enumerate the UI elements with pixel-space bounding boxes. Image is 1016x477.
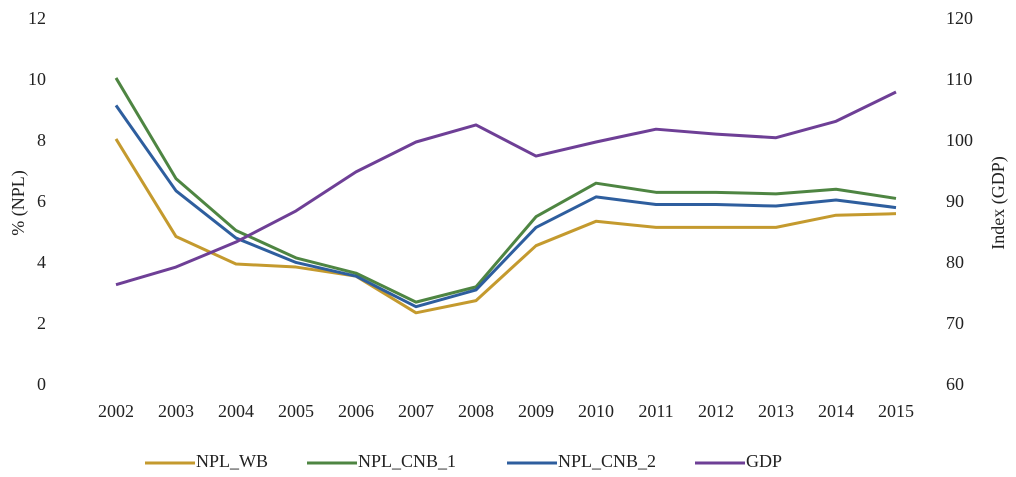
y2-tick-label: 80: [946, 252, 964, 272]
y-axis-label: % (NPL): [8, 170, 29, 236]
series-line: [114, 138, 897, 315]
y-tick-label: 8: [37, 130, 46, 150]
y2-tick-label: 90: [946, 191, 964, 211]
x-tick-label: 2003: [158, 401, 194, 421]
legend-label: NPL_WB: [196, 451, 268, 471]
x-tick-label: 2010: [578, 401, 614, 421]
x-tick-label: 2007: [398, 401, 434, 421]
y-tick-label: 10: [28, 69, 46, 89]
y2-axis-label: Index (GDP): [988, 156, 1009, 249]
x-tick-label: 2011: [638, 401, 673, 421]
x-tick-label: 2012: [698, 401, 734, 421]
x-tick-label: 2014: [818, 401, 854, 421]
y-tick-label: 0: [37, 374, 46, 394]
y-tick-label: 6: [37, 191, 46, 211]
legend-label: NPL_CNB_2: [558, 451, 656, 471]
series-line: [114, 77, 897, 304]
y2-tick-label: 120: [946, 8, 973, 28]
x-tick-label: 2013: [758, 401, 794, 421]
y-tick-label: 12: [28, 8, 46, 28]
x-tick-label: 2009: [518, 401, 554, 421]
legend-label: GDP: [746, 451, 782, 471]
legend-label: NPL_CNB_1: [358, 451, 456, 471]
series-line: [114, 104, 897, 309]
series-line: [115, 90, 897, 287]
x-tick-label: 2002: [98, 401, 134, 421]
x-tick-label: 2004: [218, 401, 254, 421]
y-tick-label: 4: [37, 252, 46, 272]
x-tick-label: 2008: [458, 401, 494, 421]
y2-tick-label: 100: [946, 130, 973, 150]
y2-tick-label: 110: [946, 69, 972, 89]
y2-tick-label: 60: [946, 374, 964, 394]
x-tick-label: 2006: [338, 401, 374, 421]
y2-tick-label: 70: [946, 313, 964, 333]
x-tick-label: 2005: [278, 401, 314, 421]
y-tick-label: 2: [37, 313, 46, 333]
x-tick-label: 2015: [878, 401, 914, 421]
